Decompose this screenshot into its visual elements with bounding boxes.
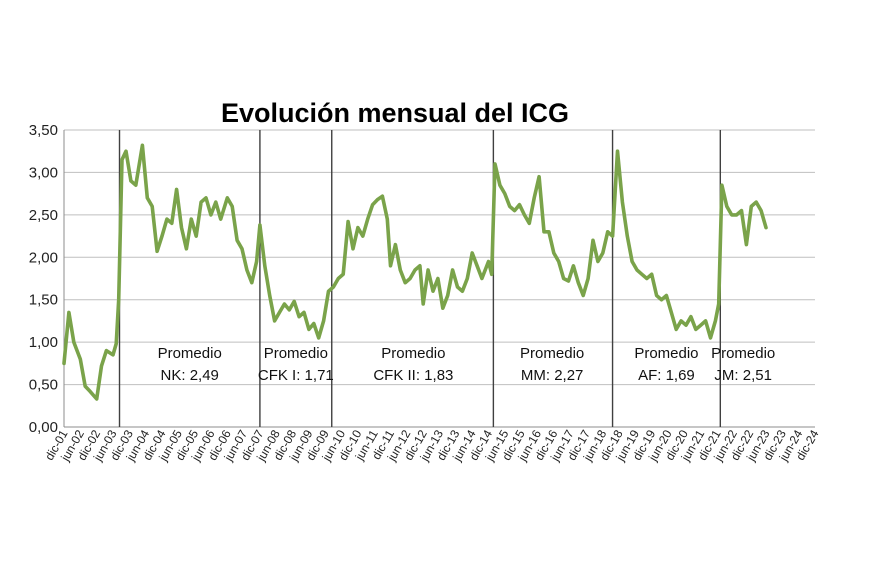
y-tick-label: 1,00	[29, 334, 58, 351]
period-label: Promedio	[520, 345, 584, 362]
y-tick-label: 3,50	[29, 122, 58, 139]
period-average: JM: 2,51	[714, 367, 772, 384]
period-average: MM: 2,27	[521, 367, 584, 384]
y-tick-label: 0,50	[29, 377, 58, 394]
period-average: NK: 2,49	[161, 367, 219, 384]
period-label: Promedio	[264, 345, 328, 362]
period-label: Promedio	[158, 345, 222, 362]
period-dividers	[118, 130, 722, 427]
period-label: Promedio	[634, 345, 698, 362]
y-tick-label: 0,00	[29, 419, 58, 436]
y-tick-label: 2,50	[29, 207, 58, 224]
y-tick-label: 3,00	[29, 164, 58, 181]
series-group	[62, 143, 768, 401]
x-axis-ticks: dic-01jun-02dic-02jun-03dic-03jun-04dic-…	[42, 427, 822, 464]
period-average: CFK II: 1,83	[373, 367, 453, 384]
chart-title: Evolución mensual del ICG	[221, 98, 569, 128]
period-average: AF: 1,69	[638, 367, 695, 384]
y-tick-label: 1,50	[29, 292, 58, 309]
period-label: Promedio	[381, 345, 445, 362]
y-tick-label: 2,00	[29, 249, 58, 266]
y-axis-ticks: 0,00 0,50 1,00 1,50 2,00 2,50 3,00 3,50	[29, 122, 58, 436]
period-annotations: Promedio NK: 2,49 Promedio CFK I: 1,71 Prome…	[158, 345, 776, 384]
series-line	[62, 143, 768, 401]
period-average: CFK I: 1,71	[258, 367, 334, 384]
period-label: Promedio	[711, 345, 775, 362]
gridlines	[63, 129, 815, 428]
